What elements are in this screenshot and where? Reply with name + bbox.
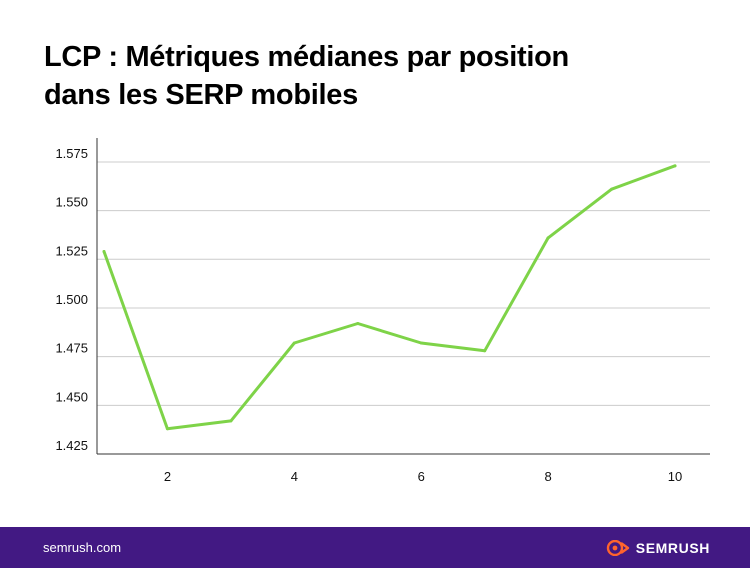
- footer-url: semrush.com: [43, 540, 122, 555]
- y-tick-label: 1.575: [55, 146, 88, 161]
- y-tick-label: 1.550: [55, 195, 88, 210]
- brand-name: SEMRUSH: [635, 540, 710, 556]
- x-tick-label: 2: [164, 469, 171, 484]
- x-tick-label: 6: [418, 469, 425, 484]
- chart-title: LCP : Métriques médianes par position da…: [44, 38, 704, 114]
- line-chart: 1.425 1.450 1.475 1.500 1.525 1.550 1.575 2 4 6 8…: [55, 138, 710, 484]
- y-tick-label: 1.525: [55, 243, 88, 258]
- chart-title-line-2: dans les SERP mobiles: [44, 79, 358, 111]
- data-point: [673, 164, 677, 168]
- chart-title-line-1: LCP : Métriques médianes par position: [44, 41, 569, 73]
- data-point: [483, 349, 487, 353]
- data-point: [356, 322, 360, 326]
- x-tick-label: 8: [544, 469, 551, 484]
- data-point: [546, 236, 550, 240]
- data-point: [419, 341, 423, 345]
- y-tick-label: 1.500: [55, 292, 88, 307]
- series-group: [102, 164, 677, 431]
- data-point: [229, 419, 233, 423]
- semrush-logo: SEMRUSH: [606, 538, 710, 558]
- y-tick-label: 1.450: [55, 389, 88, 404]
- data-point: [102, 250, 106, 254]
- y-tick-label: 1.475: [55, 341, 88, 356]
- y-tick-label: 1.425: [55, 438, 88, 453]
- y-axis-ticks: 1.425 1.450 1.475 1.500 1.525 1.550 1.575: [55, 146, 88, 453]
- x-axis-ticks: 2 4 6 8 10: [164, 469, 682, 484]
- x-tick-label: 4: [291, 469, 298, 484]
- gridlines: [97, 161, 710, 406]
- semrush-flame-icon: [606, 540, 629, 556]
- data-point: [292, 341, 296, 345]
- data-point: [610, 187, 614, 191]
- series-line-0: [102, 164, 677, 431]
- footer-bar: semrush.com SEMRUSH: [0, 527, 750, 568]
- x-tick-label: 10: [668, 469, 682, 484]
- data-point: [165, 427, 169, 431]
